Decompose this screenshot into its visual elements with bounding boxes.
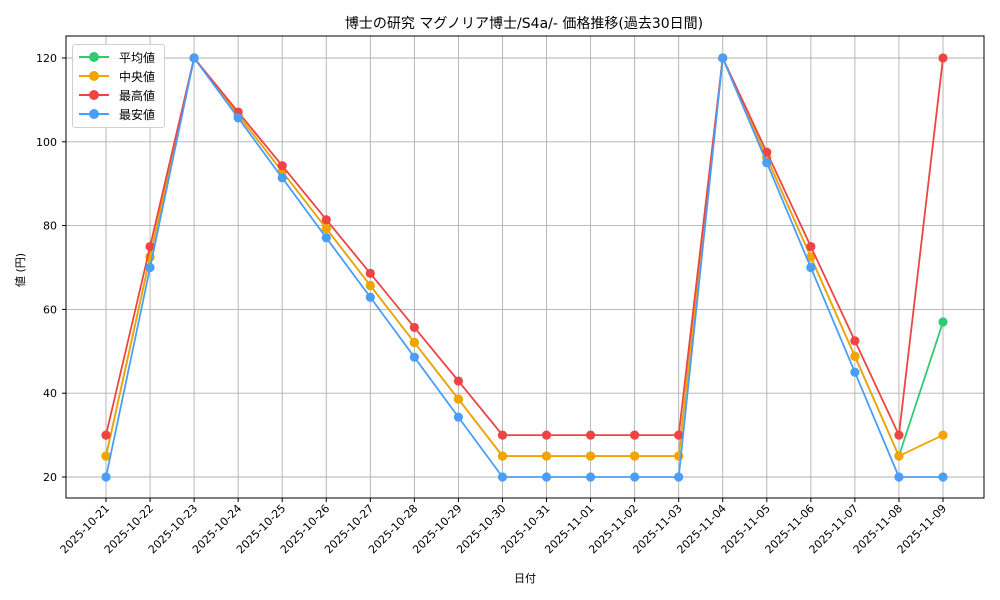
series-平均値 xyxy=(101,53,948,461)
data-point xyxy=(630,430,640,440)
data-point xyxy=(189,53,199,63)
data-point xyxy=(497,451,508,461)
data-point xyxy=(497,472,508,482)
data-point xyxy=(365,268,375,278)
legend-item-max: 最高値 xyxy=(77,86,163,104)
data-point xyxy=(762,158,772,168)
data-point xyxy=(541,430,552,440)
legend-item-median: 中央値 xyxy=(77,67,163,85)
data-point xyxy=(365,280,375,291)
data-point xyxy=(806,252,816,262)
plot-area-frame xyxy=(65,35,985,499)
data-point xyxy=(894,472,904,482)
y-tick-label: 40 xyxy=(43,387,57,400)
data-point xyxy=(497,430,508,440)
y-tick-label: 20 xyxy=(43,471,57,484)
data-point xyxy=(718,53,728,63)
data-point xyxy=(321,215,331,225)
y-tick-label: 100 xyxy=(36,136,57,149)
data-point xyxy=(277,173,287,183)
series-最安値 xyxy=(101,53,948,482)
data-point xyxy=(894,451,904,461)
data-point xyxy=(806,262,816,273)
data-point xyxy=(453,376,464,386)
data-point xyxy=(321,233,331,243)
data-point xyxy=(453,412,464,422)
y-tick-label: 60 xyxy=(43,303,57,316)
data-point xyxy=(541,451,552,461)
legend-label: 中央値 xyxy=(119,69,156,84)
data-point xyxy=(101,472,111,482)
legend-item-average: 平均値 xyxy=(77,48,163,66)
data-point xyxy=(850,351,860,361)
data-point xyxy=(541,472,552,482)
data-point xyxy=(806,241,816,252)
series-中央値 xyxy=(101,53,948,461)
data-point xyxy=(101,430,111,440)
data-point xyxy=(938,53,948,63)
data-point xyxy=(674,430,684,440)
data-point xyxy=(585,451,596,461)
legend-label: 最安値 xyxy=(119,107,156,122)
y-axis-label: 値 (円) xyxy=(14,253,27,287)
legend-label: 平均値 xyxy=(119,50,156,65)
data-point xyxy=(409,337,419,348)
data-point xyxy=(233,113,243,123)
series-最高値 xyxy=(101,53,948,440)
data-point xyxy=(585,430,596,440)
series-layer xyxy=(101,53,948,482)
data-point xyxy=(145,262,155,273)
data-point xyxy=(630,472,640,482)
legend-item-min: 最安値 xyxy=(77,105,163,123)
y-tick-label: 80 xyxy=(43,220,57,233)
x-axis-label: 日付 xyxy=(514,572,536,585)
grid-lines xyxy=(66,36,984,498)
data-point xyxy=(145,241,155,252)
data-point xyxy=(101,451,111,461)
data-point xyxy=(938,472,948,482)
data-point xyxy=(321,223,331,234)
y-axis: 20 40 60 80 100 120 xyxy=(36,52,66,484)
data-point xyxy=(365,292,375,302)
data-point xyxy=(762,147,772,157)
legend-marker-icon xyxy=(77,105,111,123)
data-point xyxy=(409,352,419,362)
data-point xyxy=(585,472,596,482)
data-point xyxy=(850,367,860,377)
legend-marker-icon xyxy=(77,67,111,85)
data-point xyxy=(453,394,464,404)
legend-marker-icon xyxy=(77,86,111,104)
data-point xyxy=(409,322,419,333)
data-point xyxy=(894,430,904,440)
data-point xyxy=(277,161,287,171)
chart-title: 博士の研究 マグノリア博士/S4a/- 価格推移(過去30日間) xyxy=(345,15,703,32)
y-tick-label: 120 xyxy=(36,52,57,65)
x-axis: 2025-10-212025-10-222025-10-232025-10-24… xyxy=(58,498,949,556)
legend-label: 最高値 xyxy=(119,88,156,103)
data-point xyxy=(938,430,948,440)
data-point xyxy=(938,317,948,327)
data-point xyxy=(674,472,684,482)
legend-marker-icon xyxy=(77,48,111,66)
data-point xyxy=(850,336,860,346)
data-point xyxy=(630,451,640,461)
legend: 平均値 中央値 最高値 最安値 xyxy=(72,44,165,128)
